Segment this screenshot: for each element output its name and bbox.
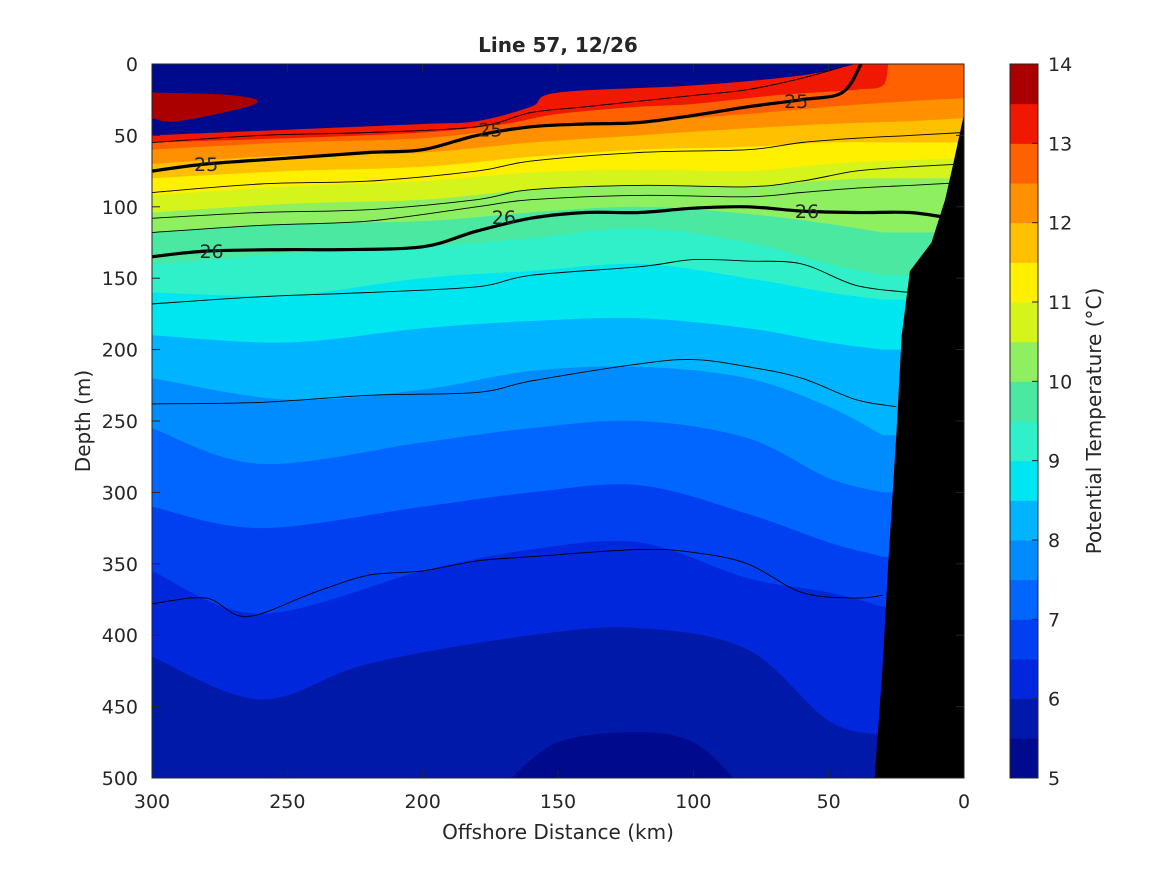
contour-label: 26 bbox=[795, 201, 819, 223]
contour-label: 25 bbox=[784, 91, 808, 113]
y-tick-label: 250 bbox=[102, 411, 138, 433]
colorbar-tick-label: 14 bbox=[1048, 54, 1072, 76]
x-tick-label: 50 bbox=[817, 791, 841, 813]
y-tick-label: 300 bbox=[102, 482, 138, 504]
colorbar-swatch bbox=[1010, 143, 1038, 184]
colorbar-swatch bbox=[1010, 381, 1038, 422]
colorbar-swatch bbox=[1010, 302, 1038, 343]
colorbar-tick-label: 7 bbox=[1048, 609, 1060, 631]
y-tick-label: 200 bbox=[102, 340, 138, 362]
colorbar-frame bbox=[1009, 63, 1039, 779]
x-tick-label: 100 bbox=[675, 791, 711, 813]
x-tick-label: 300 bbox=[134, 791, 170, 813]
colorbar-swatch bbox=[1010, 579, 1038, 620]
colorbar-tick-label: 11 bbox=[1048, 292, 1072, 314]
colorbar-tick-label: 12 bbox=[1048, 213, 1072, 235]
contour-line bbox=[152, 359, 897, 408]
colorbar-swatch bbox=[1010, 262, 1038, 303]
y-tick-label: 150 bbox=[102, 268, 138, 290]
colorbar-swatch bbox=[1010, 183, 1038, 224]
x-tick-label: 150 bbox=[540, 791, 576, 813]
x-axis-label: Offshore Distance (km) bbox=[442, 820, 674, 844]
y-tick-label: 450 bbox=[102, 697, 138, 719]
contour-line bbox=[152, 548, 883, 618]
colorbar-swatch bbox=[1010, 540, 1038, 581]
y-tick-label: 350 bbox=[102, 554, 138, 576]
contour-line bbox=[152, 66, 843, 143]
contour-line bbox=[152, 258, 910, 305]
x-tick-label: 250 bbox=[269, 791, 305, 813]
contour-line bbox=[152, 163, 964, 219]
chart-title: Line 57, 12/26 bbox=[478, 33, 638, 57]
plot-area: 25 25 25 26 26 26 bbox=[152, 64, 964, 778]
y-axis: 0 50 100 150 200 250 300 350 400 450 500 bbox=[102, 54, 964, 790]
y-axis-label: Depth (m) bbox=[71, 370, 95, 472]
colorbar-swatch bbox=[1010, 421, 1038, 462]
x-tick-label: 200 bbox=[405, 791, 441, 813]
y-tick-label: 100 bbox=[102, 197, 138, 219]
contour-label: 26 bbox=[492, 207, 516, 229]
density-contour-line bbox=[152, 64, 863, 173]
colorbar-label: Potential Temperature (°C) bbox=[1082, 288, 1106, 555]
seafloor-mask bbox=[874, 114, 964, 778]
x-axis: 300 250 200 150 100 50 0 bbox=[134, 64, 970, 813]
x-tick-label: 0 bbox=[958, 791, 970, 813]
colorbar-swatch bbox=[1010, 460, 1038, 501]
colorbar-swatch bbox=[1010, 698, 1038, 739]
colorbar-swatch bbox=[1010, 103, 1038, 144]
contour-label: 25 bbox=[478, 120, 502, 142]
colorbar-swatch bbox=[1010, 341, 1038, 382]
density-contour-line bbox=[152, 205, 951, 259]
colorbar-tick-label: 10 bbox=[1048, 371, 1072, 393]
colorbar-swatch bbox=[1010, 64, 1038, 105]
contour-line bbox=[152, 182, 964, 233]
y-tick-label: 400 bbox=[102, 625, 138, 647]
colorbar-swatch bbox=[1010, 222, 1038, 263]
colorbar-swatch bbox=[1010, 659, 1038, 700]
colorbar-swatch bbox=[1010, 738, 1038, 779]
contour-label: 26 bbox=[199, 241, 223, 263]
colorbar: 5 6 7 8 9 10 11 12 13 14 bbox=[1009, 54, 1072, 790]
contour-label: 25 bbox=[194, 154, 218, 176]
temperature-band bbox=[152, 627, 964, 778]
colorbar-tick-label: 13 bbox=[1048, 133, 1072, 155]
temperature-band bbox=[511, 732, 734, 778]
temperature-band bbox=[152, 92, 258, 122]
colorbar-swatch bbox=[1010, 500, 1038, 541]
colorbar-tick-label: 9 bbox=[1048, 451, 1060, 473]
colorbar-tick-label: 8 bbox=[1048, 530, 1060, 552]
y-tick-label: 0 bbox=[126, 54, 138, 76]
colorbar-tick-label: 6 bbox=[1048, 689, 1060, 711]
colorbar-tick-label: 5 bbox=[1048, 768, 1060, 790]
y-tick-label: 50 bbox=[114, 125, 138, 147]
colorbar-swatch bbox=[1010, 619, 1038, 660]
y-tick-label: 500 bbox=[102, 768, 138, 790]
contour-line bbox=[152, 132, 964, 193]
